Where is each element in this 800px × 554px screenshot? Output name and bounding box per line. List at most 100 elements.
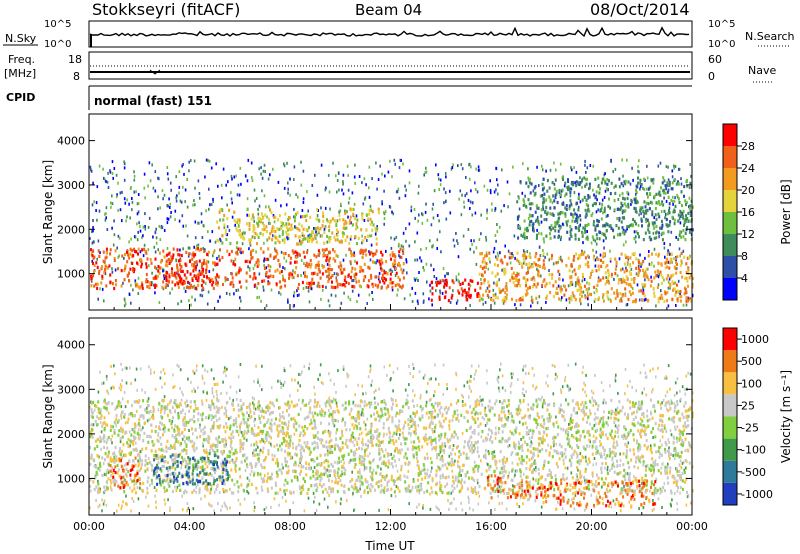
scatter-point: [435, 280, 437, 284]
scatter-point: [300, 183, 303, 187]
scatter-point: [100, 430, 103, 434]
region-point: [318, 285, 321, 289]
region-point: [214, 276, 217, 280]
scatter-point: [218, 254, 220, 258]
scatter-point: [116, 509, 118, 513]
scatter-point: [523, 394, 526, 398]
region-point: [534, 255, 537, 259]
region-point: [537, 271, 540, 275]
region-point: [680, 190, 683, 194]
scatter-point: [169, 181, 172, 185]
scatter-point: [597, 208, 599, 212]
region-point: [375, 237, 378, 241]
power-x-axis: [88, 304, 693, 310]
region-point: [567, 179, 570, 183]
scatter-point: [361, 234, 363, 238]
region-point: [383, 276, 386, 281]
region-point: [688, 207, 691, 211]
scatter-point: [102, 381, 105, 385]
region-point: [577, 276, 580, 280]
scatter-point: [430, 263, 432, 267]
region-point: [115, 283, 117, 287]
region-point: [484, 260, 487, 264]
scatter-point: [418, 503, 420, 506]
scatter-point: [197, 221, 199, 225]
scatter-point: [436, 214, 439, 217]
scatter-point: [460, 474, 462, 477]
scatter-point: [147, 248, 150, 252]
region-point: [277, 258, 280, 263]
region-point: [580, 286, 583, 290]
scatter-point: [188, 246, 191, 250]
scatter-point: [158, 447, 160, 451]
region-point: [643, 294, 646, 298]
scatter-point: [483, 184, 486, 188]
scatter-point: [590, 389, 593, 393]
region-point: [573, 254, 576, 259]
region-point: [391, 251, 394, 255]
scatter-point: [486, 188, 489, 192]
scatter-point: [330, 406, 332, 410]
scatter-point: [283, 369, 286, 372]
scatter-point: [507, 476, 509, 480]
scatter-point: [152, 283, 155, 287]
region-point: [254, 231, 257, 236]
station-title: Stokkseyri (fitACF): [92, 0, 240, 19]
region-point: [101, 265, 103, 269]
scatter-point: [373, 396, 376, 400]
region-point: [400, 267, 403, 271]
region-point: [658, 190, 661, 194]
scatter-point: [203, 224, 205, 228]
region-point: [510, 266, 513, 271]
scatter-point: [158, 301, 161, 304]
region-point: [355, 222, 358, 226]
region-point: [529, 207, 532, 211]
region-point: [314, 227, 317, 231]
scatter-point: [225, 291, 228, 295]
scatter-point: [368, 293, 371, 297]
scatter-point: [597, 276, 600, 280]
scatter-point: [669, 429, 672, 433]
scatter-point: [105, 212, 107, 216]
scatter-point: [340, 460, 342, 463]
scatter-point: [620, 297, 622, 301]
scatter-point: [572, 492, 574, 496]
scatter-point: [157, 432, 160, 436]
region-point: [109, 248, 112, 252]
scatter-point: [130, 382, 132, 385]
region-point: [96, 265, 99, 269]
scatter-point: [594, 264, 597, 268]
region-point: [438, 297, 441, 301]
region-point: [309, 265, 312, 269]
scatter-point: [399, 451, 402, 455]
region-point: [567, 187, 569, 192]
region-point: [164, 275, 167, 279]
region-point: [372, 223, 375, 227]
region-point: [306, 250, 309, 255]
scatter-point: [455, 373, 458, 377]
region-point: [502, 288, 505, 292]
region-point: [653, 291, 656, 295]
scatter-point: [648, 262, 651, 266]
region-point: [399, 247, 402, 251]
scatter-point: [145, 495, 147, 499]
region-point: [335, 279, 338, 283]
region-point: [136, 282, 139, 287]
region-point: [684, 219, 687, 223]
scatter-point: [690, 174, 692, 178]
scatter-point: [601, 485, 603, 489]
scatter-point: [463, 205, 466, 209]
scatter-point: [246, 213, 248, 217]
region-point: [257, 282, 260, 286]
scatter-point: [213, 509, 215, 513]
scatter-point: [107, 392, 110, 396]
region-point: [685, 202, 687, 207]
scatter-point: [261, 388, 263, 392]
scatter-point: [659, 161, 662, 165]
region-point: [624, 287, 627, 291]
region-point: [592, 223, 595, 227]
scatter-point: [405, 239, 407, 243]
scatter-point: [638, 507, 640, 511]
scatter-point: [142, 234, 144, 238]
region-point: [587, 222, 590, 226]
